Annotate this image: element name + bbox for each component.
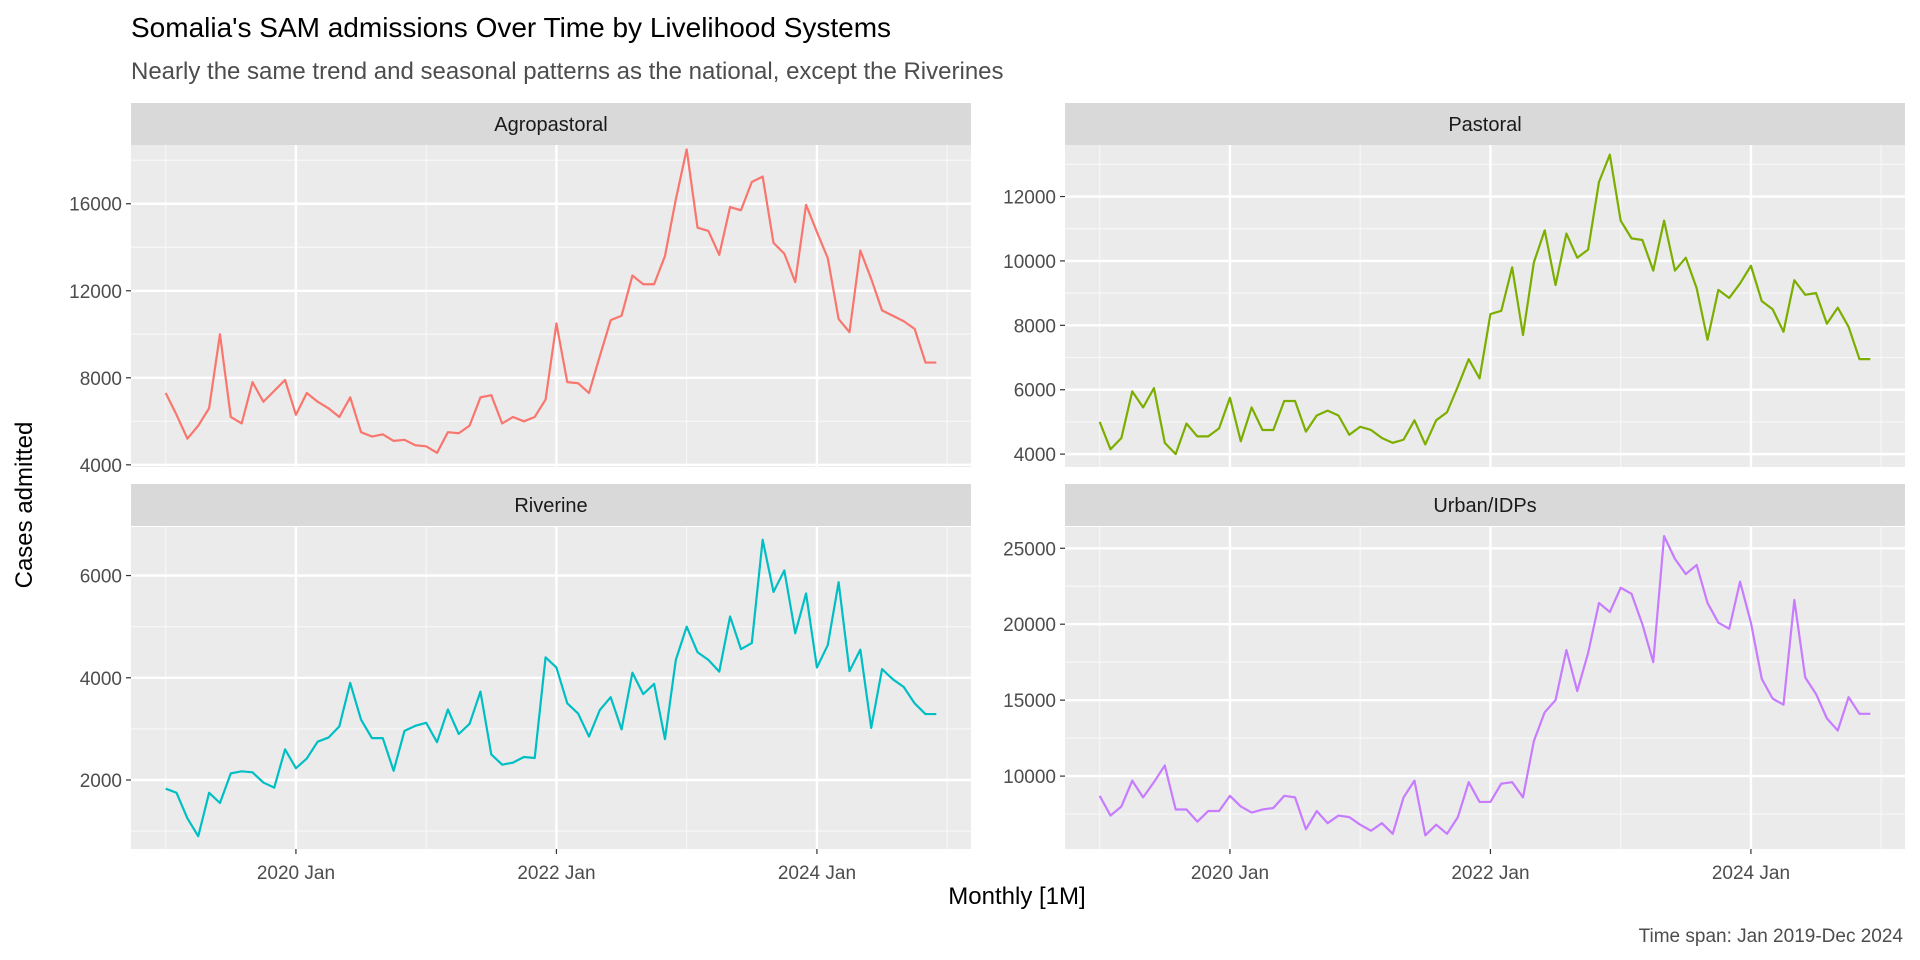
y-axis-label: Cases admitted [11,422,38,589]
y-tick-label: 8000 [1014,316,1056,337]
y-tick-label: 10000 [1003,767,1056,788]
chart-subtitle: Nearly the same trend and seasonal patte… [131,58,1004,85]
y-tick-label: 2000 [80,771,122,792]
y-tick-label: 10000 [1003,252,1056,273]
x-tick-label: 2024 Jan [778,863,856,884]
panel-background [1065,527,1905,849]
y-tick-label: 12000 [69,282,122,303]
facet-urban-idps: Urban/IDPs 10000 15000 20000 25000 2020 Jan 20… [1003,484,1905,884]
panel-background [131,145,971,467]
facet-strip [131,484,971,526]
y-tick-label: 4000 [80,669,122,690]
x-tick-label: 2022 Jan [1451,863,1529,884]
series-line-urban-idps [1098,535,1871,837]
panel-background [131,527,971,849]
x-axis-label: Monthly [1M] [948,883,1085,910]
x-tick-label: 2022 Jan [517,863,595,884]
facet-agropastoral: Agropastoral 4000 8000 12000 16000 [69,103,971,477]
x-tick-label: 2020 Jan [257,863,335,884]
y-tick-label: 6000 [80,567,122,588]
y-tick-label: 16000 [69,195,122,216]
facet-panels: Agropastoral 4000 8000 12000 16000 Pastoral 40… [69,103,1905,884]
facet-strip-label: Riverine [514,495,587,517]
facet-strip [1065,484,1905,526]
y-tick-label: 4000 [80,456,122,477]
facet-strip [131,103,971,145]
facet-strip [1065,103,1905,145]
chart-title: Somalia's SAM admissions Over Time by Li… [131,12,891,43]
y-tick-label: 20000 [1003,615,1056,636]
chart-caption: Time span: Jan 2019-Dec 2024 [1639,926,1904,947]
facet-pastoral: Pastoral 4000 6000 8000 10000 12000 [1003,103,1905,467]
facet-riverine: Riverine 2000 4000 6000 2020 Jan 2022 Jan 2024… [80,484,971,884]
x-tick-label: 2024 Jan [1712,863,1790,884]
x-tick-label: 2020 Jan [1191,863,1269,884]
panel-background [1065,145,1905,467]
series-line-pastoral [1098,153,1871,456]
facet-strip-label: Agropastoral [494,114,607,136]
y-tick-label: 15000 [1003,691,1056,712]
y-tick-label: 8000 [80,369,122,390]
y-tick-label: 6000 [1014,381,1056,402]
y-tick-label: 12000 [1003,188,1056,209]
y-tick-label: 25000 [1003,539,1056,560]
y-tick-label: 4000 [1014,445,1056,466]
facet-strip-label: Urban/IDPs [1433,495,1536,517]
series-line-agropastoral [164,148,937,454]
facet-strip-label: Pastoral [1448,114,1521,136]
series-line-riverine [165,538,937,838]
